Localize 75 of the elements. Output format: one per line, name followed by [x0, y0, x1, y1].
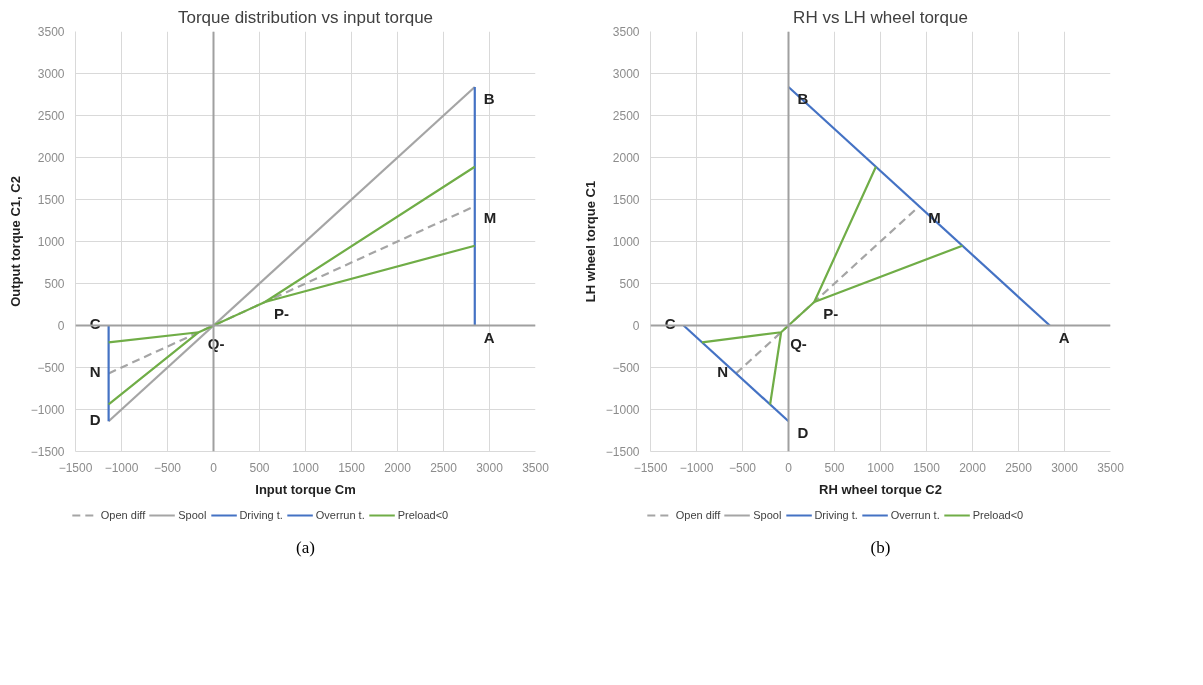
x-tick-label: 1000	[867, 460, 895, 475]
x-tick-label: 500	[824, 460, 845, 475]
x-tick-label: 0	[210, 460, 218, 475]
x-tick-label: 3000	[476, 460, 504, 475]
text: (b)	[870, 537, 891, 557]
x-tick-label: 1000	[292, 460, 320, 475]
y-tick-label: −1500	[30, 445, 65, 459]
legend-label: Driving t.	[814, 509, 858, 521]
y-tick-label: −1500	[605, 445, 640, 459]
annotation: P-	[274, 304, 290, 322]
legend-label: Overrun t.	[890, 509, 940, 521]
annotation: D	[89, 410, 101, 428]
x-tick-label: 1500	[338, 460, 366, 475]
x-tick-label: −1500	[633, 460, 668, 475]
legend-label: Preload<0	[397, 509, 449, 521]
legend-label: Preload<0	[972, 509, 1024, 521]
annotation: A	[483, 328, 495, 346]
y-tick-label: 2000	[37, 151, 65, 165]
x-axis-title: RH wheel torque C2	[819, 481, 942, 497]
annotation: C	[89, 315, 101, 332]
y-tick-label: 3000	[37, 67, 65, 81]
legend-label: Open diff	[100, 509, 146, 521]
x-tick-label: 3500	[522, 460, 550, 475]
y-tick-label: 1500	[612, 193, 640, 207]
y-tick-label: 2000	[612, 151, 640, 165]
legend-label: Open diff	[675, 509, 721, 521]
annotation: N	[717, 362, 729, 380]
y-tick-label: 0	[57, 319, 65, 333]
x-tick-label: 2000	[384, 460, 412, 475]
x-axis-title: Input torque Cm	[255, 481, 356, 497]
y-tick-label: 1500	[37, 193, 65, 207]
annotation: B	[483, 89, 495, 107]
y-tick-label: 0	[632, 319, 640, 333]
x-tick-label: 2000	[959, 460, 987, 475]
y-tick-label: 3000	[612, 67, 640, 81]
chart-title: Torque distribution vs input torque	[177, 7, 434, 27]
y-tick-label: 1000	[37, 235, 65, 249]
x-tick-label: 1500	[913, 460, 941, 475]
x-tick-label: 3000	[1051, 460, 1079, 475]
x-tick-label: −1000	[104, 460, 139, 475]
y-axis-title: LH wheel torque C1	[582, 180, 598, 303]
annotation: C	[664, 315, 676, 332]
annotation: N	[89, 362, 101, 380]
y-tick-label: −1000	[30, 403, 65, 417]
x-tick-label: −500	[153, 460, 182, 475]
legend-label: Spool	[178, 509, 207, 521]
x-tick-label: −1000	[679, 460, 714, 475]
x-tick-label: 2500	[430, 460, 458, 475]
legend-label: Driving t.	[239, 509, 283, 521]
legend-label: Spool	[753, 509, 782, 521]
x-tick-label: 0	[785, 460, 793, 475]
x-tick-label: −1500	[58, 460, 93, 475]
y-axis-title: Output torque C1, C2	[7, 176, 23, 307]
annotation: A	[1058, 328, 1070, 346]
y-tick-label: −500	[37, 361, 65, 375]
x-tick-label: 2500	[1005, 460, 1033, 475]
y-tick-label: 1000	[612, 235, 640, 249]
x-tick-label: 500	[249, 460, 270, 475]
y-tick-label: 500	[44, 277, 65, 291]
x-tick-label: 3500	[1097, 460, 1125, 475]
legend-label: Overrun t.	[315, 509, 365, 521]
text: (a)	[296, 537, 315, 557]
annotation: M	[483, 209, 497, 227]
annotation: D	[797, 424, 809, 442]
chart-title: RH vs LH wheel torque	[793, 7, 968, 27]
x-tick-label: −500	[728, 460, 757, 475]
y-tick-label: −1000	[605, 403, 640, 417]
y-tick-label: 2500	[37, 109, 65, 123]
y-tick-label: 500	[619, 277, 640, 291]
y-tick-label: 3500	[612, 25, 640, 39]
y-tick-label: −500	[612, 361, 640, 375]
annotation: P-	[823, 304, 839, 322]
y-tick-label: 2500	[612, 109, 640, 123]
annotation: Q-	[790, 335, 807, 353]
y-tick-label: 3500	[37, 25, 65, 39]
